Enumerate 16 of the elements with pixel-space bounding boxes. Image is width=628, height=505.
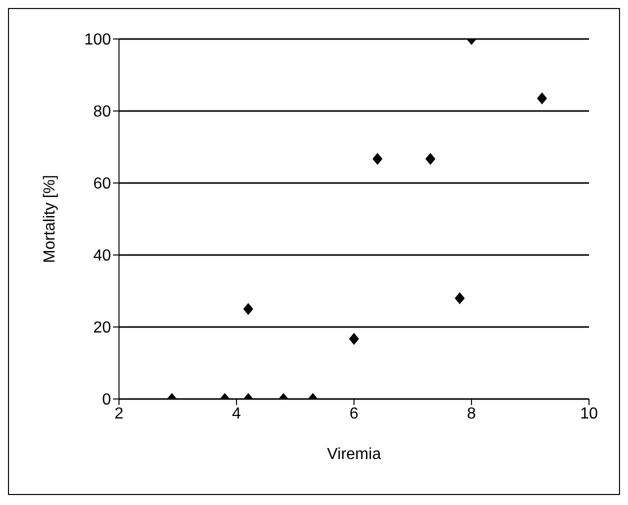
point [537, 92, 547, 104]
point [425, 152, 436, 165]
point [372, 152, 382, 165]
x-axis-title: Viremia [327, 446, 382, 463]
y-tick-label: 40 [93, 248, 112, 265]
x-tick-label: 4 [232, 405, 242, 422]
y-tick-label: 100 [84, 32, 112, 49]
x-tick-label: 2 [114, 405, 124, 422]
y-axis-title: Mortality [%] [42, 174, 59, 264]
x-tick-label: 6 [350, 405, 359, 422]
x-tick-label: 10 [580, 405, 598, 422]
x-tick-label: 8 [467, 405, 476, 422]
y-tick-label: 80 [93, 104, 112, 121]
y-tick-label: 60 [93, 176, 112, 193]
y-tick-label: 0 [102, 392, 112, 409]
y-tick-label: 20 [93, 320, 112, 337]
